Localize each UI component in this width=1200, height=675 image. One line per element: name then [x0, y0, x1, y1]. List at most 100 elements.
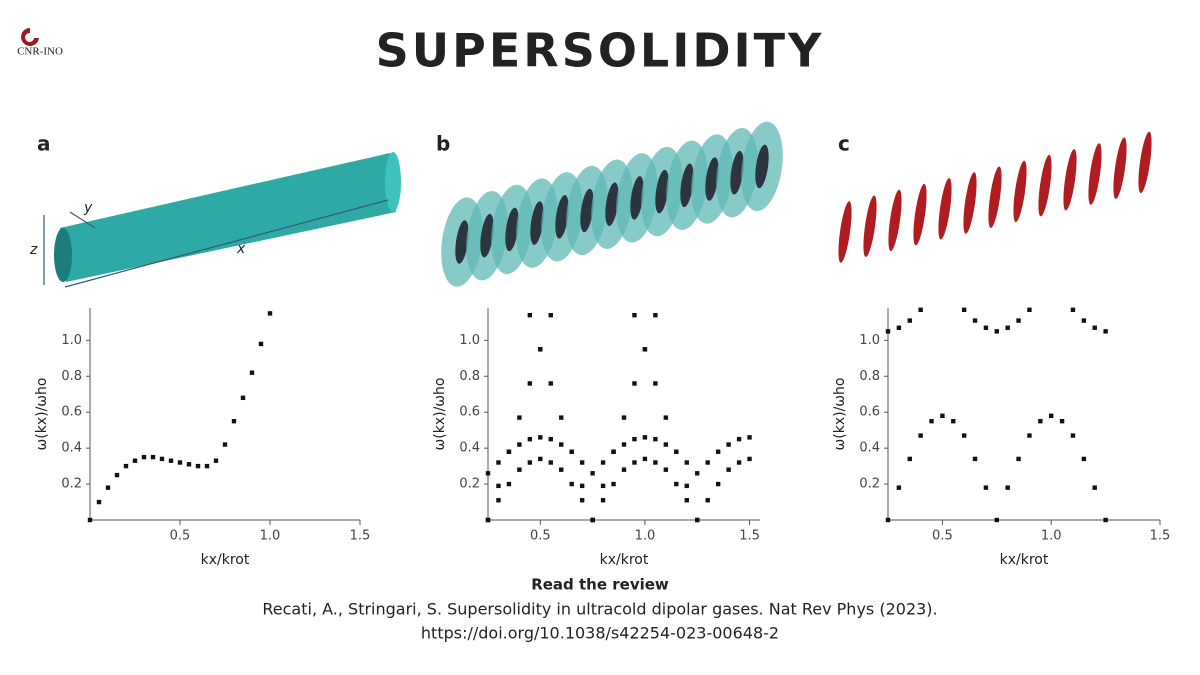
data-point	[1070, 307, 1076, 312]
data-point	[972, 318, 978, 323]
data-point	[249, 370, 255, 375]
droplet	[1113, 137, 1127, 199]
data-point	[896, 325, 902, 330]
data-point	[684, 460, 689, 465]
illustration-b	[441, 121, 783, 287]
data-point	[736, 436, 742, 442]
data-point	[705, 460, 710, 465]
data-point	[538, 456, 543, 462]
footer-heading: Read the review	[531, 576, 669, 594]
data-point	[632, 436, 637, 442]
y-tick-label: 0.6	[859, 405, 880, 420]
data-point	[972, 456, 978, 462]
y-tick-label: 0.6	[459, 405, 480, 420]
data-point	[168, 458, 174, 463]
y-tick-label: 1.0	[61, 333, 82, 348]
illustration-a: x y z	[29, 152, 401, 288]
data-point	[267, 311, 273, 316]
data-point	[621, 415, 627, 420]
data-point	[517, 442, 522, 447]
data-point	[1005, 325, 1010, 330]
data-point	[132, 458, 138, 463]
data-point	[951, 418, 956, 424]
data-point	[141, 454, 147, 460]
data-point	[177, 460, 183, 465]
data-point	[600, 483, 606, 489]
data-point	[204, 463, 210, 469]
footer-citation: Recati, A., Stringari, S. Supersolidity …	[262, 600, 937, 619]
data-point	[1016, 456, 1021, 462]
data-point	[496, 460, 501, 465]
data-point	[1027, 307, 1032, 312]
data-point	[231, 418, 237, 424]
data-point	[569, 481, 574, 487]
data-point	[87, 517, 93, 523]
data-point	[961, 433, 967, 438]
droplet	[1138, 131, 1152, 194]
data-point	[527, 436, 533, 442]
x-tick-label: 1.5	[739, 529, 760, 544]
data-point	[695, 471, 700, 476]
data-point	[538, 435, 543, 440]
logo: CNR-INO	[17, 28, 63, 58]
data-point	[96, 499, 102, 505]
data-point	[559, 442, 564, 447]
data-point	[538, 347, 543, 352]
data-point	[994, 329, 999, 334]
data-point	[885, 329, 891, 334]
data-point	[1016, 318, 1021, 323]
logo-mark	[21, 28, 39, 46]
data-point	[579, 460, 585, 465]
droplet	[913, 183, 927, 246]
data-point	[929, 418, 934, 424]
data-point	[548, 381, 553, 386]
droplet-core	[680, 163, 694, 208]
droplet-core	[755, 144, 769, 189]
data-point	[1027, 433, 1032, 438]
data-point	[548, 460, 553, 465]
y-tick-label: 1.0	[859, 333, 880, 348]
data-point	[186, 462, 192, 467]
footer-doi: https://doi.org/10.1038/s42254-023-00648…	[421, 624, 779, 643]
y-tick-label: 0.4	[859, 441, 880, 456]
data-point	[642, 347, 648, 352]
axis-z-label: z	[29, 242, 38, 258]
data-point	[726, 442, 731, 447]
droplet-core	[530, 201, 544, 245]
x-axis-label: kx/krot	[1000, 552, 1049, 568]
data-point	[123, 463, 129, 469]
y-axis-label: ω(kx)/ωho	[832, 378, 848, 451]
data-point	[918, 307, 923, 312]
data-point	[684, 498, 689, 503]
data-point	[653, 436, 658, 442]
droplet	[1038, 154, 1052, 217]
data-point	[907, 318, 912, 323]
data-point	[195, 463, 201, 469]
x-tick-label: 1.0	[260, 529, 281, 544]
droplet	[1063, 149, 1077, 211]
data-point	[506, 481, 512, 487]
data-point	[726, 467, 731, 472]
data-point	[632, 312, 637, 318]
y-tick-label: 0.6	[61, 405, 82, 420]
axis-x-label: x	[236, 241, 246, 257]
y-tick-label: 0.2	[61, 477, 82, 492]
data-point	[579, 498, 585, 503]
data-point	[548, 312, 553, 318]
data-point	[213, 458, 219, 463]
data-point	[1081, 318, 1087, 323]
droplet-core	[505, 207, 519, 252]
droplet-core	[705, 157, 719, 201]
droplet	[863, 195, 877, 257]
data-point	[642, 435, 648, 440]
data-point	[983, 485, 989, 490]
y-axis-label: ω(kx)/ωho	[34, 378, 50, 451]
data-point	[579, 483, 585, 489]
data-point	[642, 456, 648, 462]
data-point	[1059, 418, 1065, 424]
logo-text: CNR-INO	[17, 46, 63, 58]
data-point	[1103, 517, 1108, 523]
data-point	[496, 483, 501, 489]
data-point	[747, 456, 752, 462]
data-point	[1038, 418, 1043, 424]
